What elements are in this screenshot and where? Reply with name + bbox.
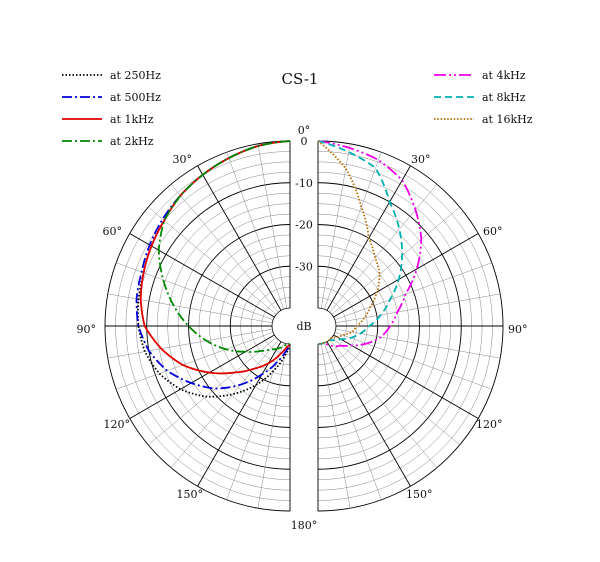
- grid-spoke-L: [257, 343, 288, 509]
- grid-spoke-R: [329, 184, 438, 313]
- legend-label-L-2: at 1kHz: [110, 113, 154, 126]
- grid-spoke-L: [170, 339, 279, 468]
- grid-spoke-R: [331, 337, 460, 446]
- grid-spoke-L: [197, 165, 282, 311]
- angle-tick-label: 60°: [483, 225, 503, 238]
- legend-label-R-2: at 16kHz: [482, 113, 533, 126]
- radial-unit-label: dB: [296, 320, 311, 333]
- grid-spoke-L: [226, 342, 285, 500]
- radial-tick-label: -30: [295, 260, 313, 273]
- angle-tick-label: 90°: [77, 323, 97, 336]
- grid-spoke-R: [335, 328, 501, 359]
- radial-tick-label: -10: [295, 177, 313, 190]
- grid-spoke-L: [107, 293, 273, 324]
- legend-label-R-1: at 8kHz: [482, 91, 526, 104]
- grid-spoke-R: [334, 262, 492, 321]
- angle-tick-label: 180°: [291, 519, 318, 532]
- legend-label-L-0: at 250Hz: [110, 69, 161, 82]
- grid-spoke-R: [334, 331, 492, 390]
- grid-spoke-R: [323, 152, 382, 310]
- grid-spoke-R: [323, 342, 382, 500]
- grid-spoke-L: [129, 334, 275, 419]
- series-line-R-2: [317, 140, 381, 345]
- grid-spoke-R: [320, 343, 351, 509]
- grid-spoke-R: [326, 341, 411, 487]
- series-line-R-0: [317, 140, 423, 348]
- grid-spoke-L: [129, 233, 275, 318]
- angle-tick-label: 30°: [411, 153, 431, 166]
- grid-spoke-R: [320, 143, 351, 309]
- angle-tick-label: 150°: [406, 488, 433, 501]
- legend-label-R-0: at 4kHz: [482, 69, 526, 82]
- angle-tick-label: 30°: [173, 153, 193, 166]
- angle-tick-label: 120°: [476, 418, 503, 431]
- grid-spoke-R: [329, 339, 438, 468]
- grid-spoke-L: [107, 328, 273, 359]
- grid-spoke-L: [170, 184, 279, 313]
- grid-spoke-L: [148, 206, 277, 315]
- legend-label-L-3: at 2kHz: [110, 135, 154, 148]
- grid-spoke-L: [148, 337, 277, 446]
- grid-spoke-L: [197, 341, 282, 487]
- grid-spoke-L: [226, 152, 285, 310]
- grid-spoke-R: [331, 206, 460, 315]
- angle-tick-label: 150°: [177, 488, 204, 501]
- series-line-R-1: [317, 140, 404, 345]
- series-line-L-3: [157, 140, 291, 353]
- angle-tick-label: 120°: [104, 418, 131, 431]
- radial-tick-label: 0: [301, 135, 308, 148]
- grid-spoke-R: [333, 334, 479, 419]
- angle-tick-label: 60°: [103, 225, 123, 238]
- legend-label-L-1: at 500Hz: [110, 91, 161, 104]
- grid-spoke-R: [335, 293, 501, 324]
- angle-tick-label: 90°: [508, 323, 528, 336]
- angle-tick-label: 0°: [298, 124, 311, 137]
- grid-spoke-R: [333, 233, 479, 318]
- grid-spoke-L: [116, 331, 274, 390]
- radial-tick-label: -20: [295, 219, 313, 232]
- grid-spoke-L: [257, 143, 288, 309]
- chart-title: CS-1: [282, 70, 319, 88]
